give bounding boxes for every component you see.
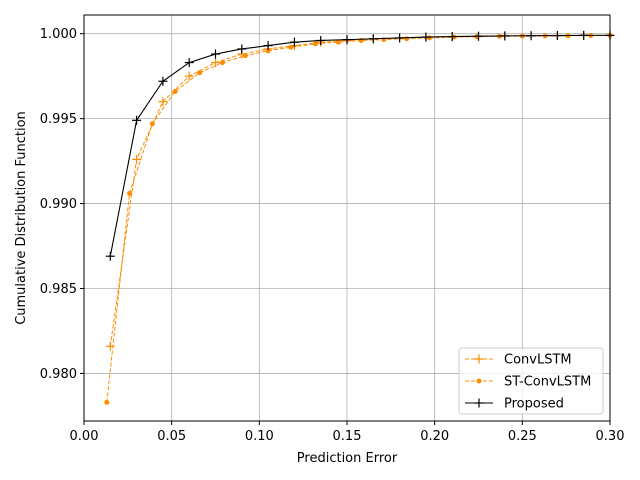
data-point-proposed — [368, 34, 378, 44]
series-proposed — [105, 30, 615, 261]
x-tick-label: 0.30 — [596, 429, 625, 444]
data-point-st-convlstm — [404, 36, 410, 42]
data-point-st-convlstm — [335, 39, 341, 45]
data-point-proposed — [237, 44, 247, 54]
data-point-st-convlstm — [172, 88, 178, 94]
legend-label-proposed: Proposed — [504, 397, 564, 412]
data-point-proposed — [211, 49, 220, 59]
legend-item-st-convlstm: ST-ConvLSTM — [465, 375, 591, 390]
legend-item-convlstm: ConvLSTM — [465, 353, 572, 368]
legend-label-convlstm: ConvLSTM — [504, 353, 572, 368]
y-tick-label: 0.985 — [40, 282, 77, 297]
y-axis-title: Cumulative Distribution Function — [14, 111, 29, 325]
x-axis-ticks: 0.00 0.05 0.10 0.15 0.20 0.25 0.30 — [70, 421, 625, 444]
data-point-proposed — [552, 31, 562, 41]
data-point-proposed — [263, 41, 273, 51]
legend-label-st-convlstm: ST-ConvLSTM — [504, 375, 591, 390]
y-tick-label: 0.990 — [40, 197, 77, 212]
data-point-st-convlstm — [104, 399, 110, 405]
data-point-proposed — [158, 76, 168, 86]
legend-marker-proposed — [474, 398, 484, 408]
data-point-proposed — [395, 33, 405, 43]
x-tick-label: 0.20 — [420, 429, 449, 444]
data-point-convlstm — [132, 154, 142, 164]
data-point-st-convlstm — [426, 35, 432, 41]
data-point-proposed — [342, 35, 352, 45]
y-axis-ticks: 0.980 0.985 0.990 0.995 1.000 — [40, 27, 84, 382]
data-point-convlstm — [184, 71, 194, 81]
legend-item-proposed: Proposed — [465, 397, 564, 412]
data-point-proposed — [421, 32, 431, 42]
x-tick-label: 0.25 — [508, 429, 537, 444]
y-tick-label: 1.000 — [40, 27, 77, 42]
data-point-proposed — [132, 115, 142, 125]
grid — [83, 15, 611, 421]
x-tick-label: 0.05 — [157, 429, 186, 444]
data-point-st-convlstm — [312, 41, 318, 47]
data-point-st-convlstm — [242, 53, 248, 59]
data-point-proposed — [526, 31, 536, 41]
legend-marker-st-convlstm — [476, 378, 482, 384]
y-tick-label: 0.995 — [40, 112, 77, 127]
data-point-convlstm — [158, 97, 168, 107]
plot-series — [104, 30, 615, 405]
data-point-st-convlstm — [288, 44, 294, 50]
data-point-proposed — [474, 31, 483, 41]
x-tick-label: 0.10 — [245, 429, 274, 444]
data-point-st-convlstm — [127, 190, 133, 196]
legend-box — [458, 347, 604, 415]
data-point-st-convlstm — [149, 121, 155, 127]
data-point-proposed — [447, 32, 457, 42]
data-point-proposed — [500, 31, 510, 41]
data-point-st-convlstm — [220, 60, 226, 66]
data-point-st-convlstm — [197, 70, 203, 76]
x-tick-label: 0.15 — [333, 429, 362, 444]
legend-marker-convlstm — [474, 354, 484, 364]
data-point-st-convlstm — [265, 48, 271, 54]
data-point-proposed — [316, 35, 326, 45]
data-point-convlstm — [211, 58, 220, 68]
x-tick-label: 0.00 — [70, 429, 99, 444]
data-point-proposed — [184, 58, 194, 68]
data-point-proposed — [105, 251, 115, 261]
data-point-proposed — [579, 30, 589, 40]
data-point-proposed — [289, 37, 299, 47]
x-axis-title: Prediction Error — [297, 451, 398, 466]
legend: ConvLSTM ST-ConvLSTM Proposed — [458, 347, 604, 415]
y-tick-label: 0.980 — [40, 367, 77, 382]
